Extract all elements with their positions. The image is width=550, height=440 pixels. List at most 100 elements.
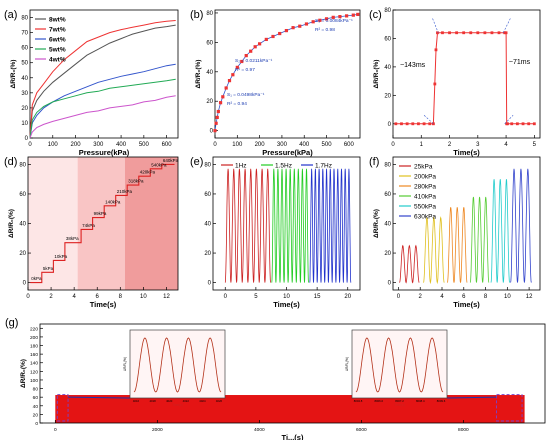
data-point: [394, 122, 398, 126]
plot-frame: [29, 9, 179, 139]
data-point: [218, 101, 223, 105]
y-tick-label: 0: [210, 129, 214, 135]
y-tick-label: 140: [30, 361, 38, 367]
annotation: ~143ms: [400, 62, 426, 69]
y-tick-label: 60: [19, 192, 26, 198]
panel-b: 0 100 200 300 400 500 600 0 20 40 60 80 Pressure(kPa…: [190, 9, 361, 157]
y-tick-label: 40: [384, 222, 391, 228]
annotation: R² = 0.97: [235, 67, 255, 73]
legend-entry: 8wt%: [49, 17, 66, 24]
data-point: [345, 14, 349, 18]
inset-x-tick-label: 4018: [149, 399, 156, 403]
data-point: [483, 31, 487, 35]
legend-entry: 200kPa: [414, 174, 436, 181]
step-label: 99kPa: [94, 211, 107, 216]
y-tick-label: 20: [21, 106, 28, 112]
data-point: [441, 31, 444, 35]
panel-g: 0 2000 4000 6000 8000 0 20 40 60 80 100 120 140 160 18…: [5, 317, 546, 440]
y-tick-label: 80: [384, 8, 391, 14]
guide-line: [423, 115, 434, 124]
legend-entry: 1.5Hz: [275, 163, 292, 170]
y-tick-label: 40: [204, 222, 211, 228]
series-line-4wt%: [29, 95, 176, 139]
panel-label: (d): [4, 156, 17, 168]
panel-label: (b): [190, 9, 203, 21]
panel-label: (f): [369, 156, 379, 168]
guide-line: [432, 18, 439, 33]
inset-x-tick-label: 4026: [216, 399, 223, 403]
legend-entry: 5wt%: [49, 47, 66, 54]
data-point: [284, 28, 288, 33]
inset-x-tick-label: 8006.0: [374, 399, 383, 403]
zoom-box: [56, 394, 69, 422]
y-tick-label: 20: [384, 251, 391, 257]
series-line-1.5Hz: [271, 168, 309, 283]
panel-c: 0 1 2 3 4 5 0 20 40 60 80 Time(s) ΔR/R₀(%) (c) ~143ms ~…: [369, 8, 541, 157]
step-label: 0kPa: [31, 276, 42, 281]
y-axis-label: ΔR/R₀(%): [8, 209, 15, 238]
annotation: R² = 0.98: [315, 27, 335, 33]
y-tick-label: 60: [384, 192, 391, 198]
data-point: [490, 31, 494, 35]
x-tick-label: 0: [224, 294, 228, 300]
y-tick-label: 80: [33, 387, 39, 393]
y-tick-label: 0: [25, 136, 29, 142]
x-tick-label: 600: [162, 142, 173, 148]
series-line-7wt%: [29, 20, 176, 139]
data-point: [527, 122, 531, 126]
background-band: [77, 157, 125, 290]
x-axis-label: Pressure(kPa): [79, 148, 130, 157]
y-tick-label: 80: [206, 11, 213, 17]
background-band: [28, 157, 78, 290]
y-tick-label: 0: [208, 281, 212, 287]
y-tick-label: 60: [384, 36, 391, 42]
y-tick-label: 70: [21, 31, 28, 37]
data-point: [231, 73, 235, 77]
data-point: [411, 122, 415, 126]
x-axis-label: Time(s): [453, 148, 480, 157]
step-label: 210kPa: [117, 189, 133, 194]
legend-entry: 630kPa: [414, 214, 436, 221]
inset-x-axis-label: Time(s): [394, 403, 405, 407]
x-axis-label: Ti...(s): [282, 433, 304, 440]
inset-x-tick-label: 8004.8: [354, 399, 363, 403]
series-line-410kPa: [469, 196, 490, 283]
data-point: [476, 31, 480, 35]
x-tick-label: 5: [533, 142, 537, 148]
data-point: [462, 31, 466, 35]
x-tick-label: 0: [397, 294, 401, 300]
data-point: [324, 17, 329, 21]
inset-signal-line: [133, 337, 222, 393]
data-point: [253, 45, 257, 49]
inset-x-tick-label: 4022: [183, 399, 190, 403]
x-axis-label: Pressure(kPa): [262, 148, 313, 157]
y-axis-label: ΔR/R₀(%): [20, 359, 27, 388]
x-tick-label: 500: [322, 142, 333, 148]
y-tick-label: 0: [388, 122, 392, 128]
y-tick-label: 60: [21, 46, 28, 52]
x-tick-label: 12: [526, 294, 533, 300]
y-tick-label: 20: [206, 99, 213, 105]
annotation: S₃ = 0.0084kPa⁻¹: [315, 18, 353, 24]
data-point: [515, 122, 519, 126]
inset-x-tick-label: 4016: [133, 399, 140, 403]
x-tick-label: 20: [344, 294, 351, 300]
x-tick-label: 6: [96, 294, 100, 300]
data-point: [213, 129, 217, 133]
data-point: [244, 54, 248, 58]
data-point: [436, 31, 439, 35]
background-band: [124, 157, 178, 290]
series-line-200kPa: [423, 216, 445, 285]
x-tick-label: 6: [462, 294, 466, 300]
cyclic-signal-band: [55, 395, 525, 423]
legend-entry: 280kPa: [414, 184, 436, 191]
data-point: [422, 122, 426, 126]
x-tick-label: 4: [72, 294, 76, 300]
step-label: 420kPa: [140, 170, 156, 175]
inset-x-tick-label: 4020: [166, 399, 173, 403]
data-point: [258, 42, 262, 46]
data-point: [298, 24, 302, 28]
y-tick-label: 20: [33, 412, 39, 418]
data-point: [227, 79, 232, 83]
x-tick-label: 10: [504, 294, 511, 300]
